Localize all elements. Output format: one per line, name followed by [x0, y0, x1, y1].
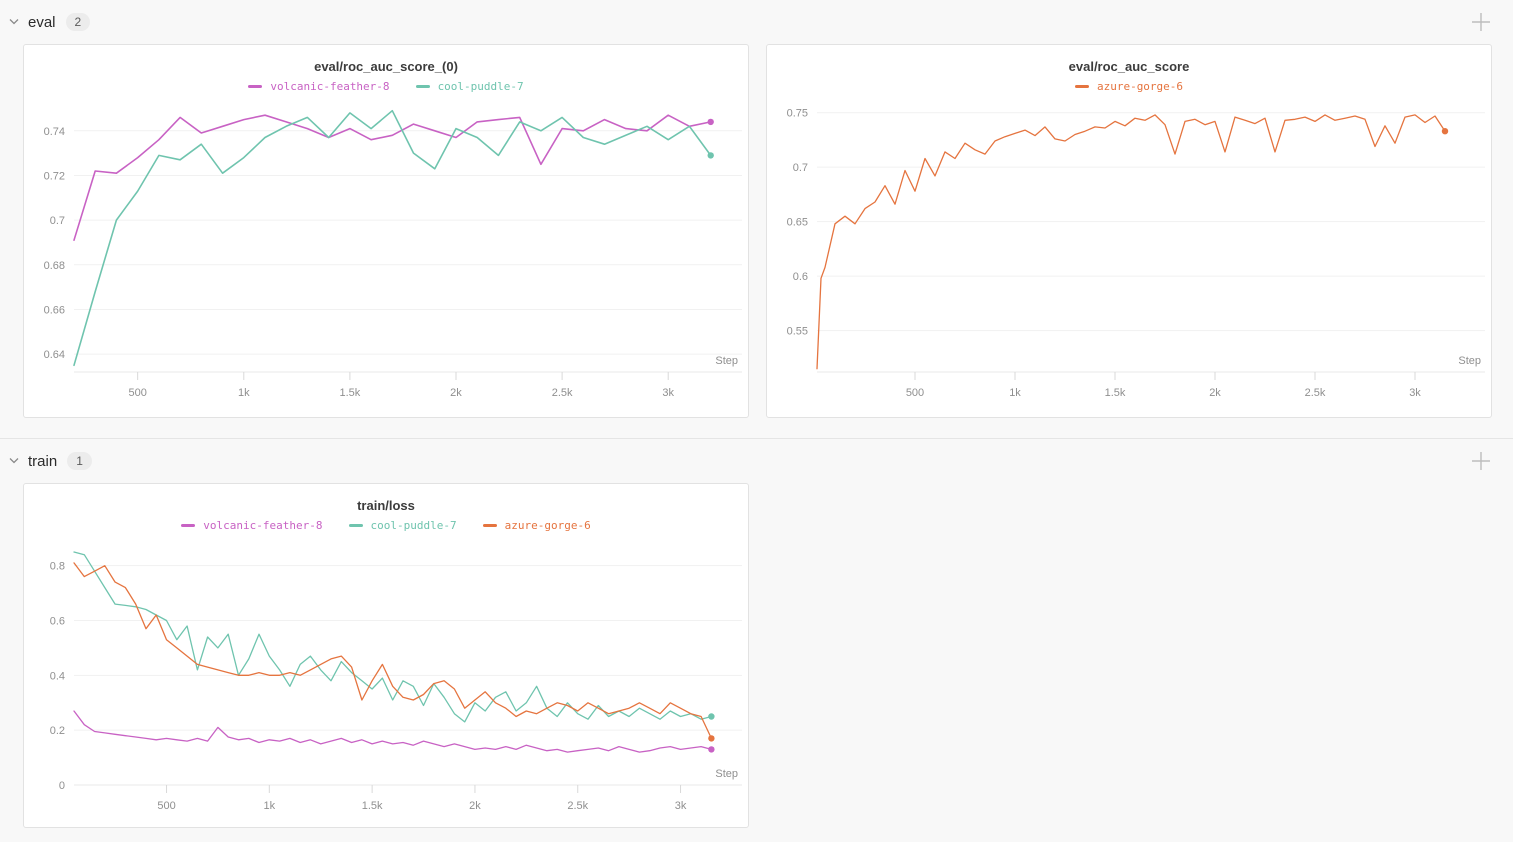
svg-text:0.68: 0.68: [44, 260, 65, 272]
chart-legend: volcanic-feather-8 cool-puddle-7: [24, 76, 748, 96]
svg-text:1k: 1k: [1009, 387, 1021, 399]
legend-item[interactable]: volcanic-feather-8: [181, 518, 323, 532]
svg-text:0.55: 0.55: [787, 326, 808, 338]
series-end-dot-azure-gorge-6: [1441, 128, 1449, 135]
chart-panel[interactable]: eval/roc_auc_score_(0) volcanic-feather-8…: [23, 44, 749, 418]
svg-text:2k: 2k: [450, 387, 462, 399]
section-title: train: [28, 452, 58, 470]
svg-text:0.66: 0.66: [44, 304, 65, 316]
legend-run-name: cool-puddle-7: [370, 518, 457, 532]
section-count-badge: 2: [65, 13, 91, 31]
svg-text:0.74: 0.74: [44, 126, 65, 138]
svg-text:0.7: 0.7: [793, 162, 808, 174]
series-end-dot-azure-gorge-6: [708, 735, 715, 742]
svg-text:500: 500: [906, 387, 924, 399]
chart-title: eval/roc_auc_score_(0): [314, 59, 458, 74]
x-axis-label: Step: [1458, 355, 1481, 367]
chart-title: train/loss: [357, 498, 415, 513]
legend-item[interactable]: volcanic-feather-8: [248, 79, 390, 93]
svg-text:0.8: 0.8: [50, 561, 65, 573]
x-axis-label: Step: [715, 768, 738, 780]
series-line-volcanic-feather-8: [73, 710, 713, 753]
svg-text:0.64: 0.64: [44, 349, 65, 361]
chart-canvas[interactable]: 0.55 0.6 0.65 0.7 0.75 500 1k 1.5k 2k 2.5k 3k Step: [767, 96, 1491, 412]
chart-title: eval/roc_auc_score: [1068, 59, 1190, 74]
plus-icon[interactable]: [1469, 10, 1493, 34]
series-line-azure-gorge-6: [73, 562, 713, 740]
svg-text:3k: 3k: [662, 387, 674, 399]
legend-run-name: volcanic-feather-8: [203, 518, 323, 532]
svg-text:500: 500: [157, 800, 175, 812]
legend-item[interactable]: cool-puddle-7: [415, 79, 524, 93]
section-eval: eval 2 eval/roc_auc_score_(0) volcanic-fe…: [0, 0, 1513, 438]
legend-run-name: cool-puddle-7: [437, 79, 524, 93]
chart-legend: volcanic-feather-8 cool-puddle-7 azure-gor…: [24, 515, 748, 535]
svg-text:0: 0: [59, 780, 65, 792]
legend-line-icon: [181, 523, 196, 527]
series-end-dot-volcanic-feather-8: [707, 118, 714, 126]
svg-text:0.7: 0.7: [50, 215, 65, 227]
series-line-volcanic-feather-8: [73, 114, 712, 241]
legend-line-icon: [348, 523, 363, 527]
svg-text:0.72: 0.72: [44, 170, 65, 182]
legend-item[interactable]: azure-gorge-6: [482, 518, 591, 532]
chart-canvas[interactable]: 0 0.2 0.4 0.6 0.8 500 1k 1.5k 2k 2.5k 3k Step: [24, 535, 748, 827]
chart-legend: azure-gorge-6: [767, 76, 1491, 96]
series-end-dot-volcanic-feather-8: [708, 746, 715, 753]
svg-text:0.4: 0.4: [50, 670, 65, 682]
legend-line-icon: [1074, 84, 1089, 88]
section-train-header: train 1: [0, 439, 1513, 479]
section-divider: [0, 438, 1513, 439]
svg-text:1k: 1k: [264, 800, 276, 812]
series-line-cool-puddle-7: [73, 551, 713, 723]
svg-text:0.6: 0.6: [793, 271, 808, 283]
svg-text:2.5k: 2.5k: [552, 387, 573, 399]
chart-canvas[interactable]: 0.64 0.66 0.68 0.7 0.72 0.74 500 1k 1.5k 2k 2.5k 3k…: [24, 96, 748, 412]
svg-text:2k: 2k: [1209, 387, 1221, 399]
svg-text:1k: 1k: [238, 387, 250, 399]
section-train: train 1 train/loss volcanic-feather-8 cool…: [0, 439, 1513, 842]
series-line-cool-puddle-7: [73, 109, 712, 367]
series-end-dot-cool-puddle-7: [708, 713, 715, 720]
svg-text:3k: 3k: [675, 800, 687, 812]
svg-text:1.5k: 1.5k: [362, 800, 383, 812]
chart-panel[interactable]: train/loss volcanic-feather-8 cool-puddle-…: [23, 483, 749, 828]
legend-item[interactable]: azure-gorge-6: [1074, 79, 1184, 93]
svg-text:500: 500: [128, 387, 146, 399]
svg-text:1.5k: 1.5k: [339, 387, 360, 399]
legend-line-icon: [482, 523, 497, 527]
svg-text:0.2: 0.2: [50, 725, 65, 737]
chevron-down-icon[interactable]: [8, 457, 20, 465]
series-line-azure-gorge-6: [816, 114, 1446, 370]
svg-text:2.5k: 2.5k: [1305, 387, 1326, 399]
legend-line-icon: [415, 84, 430, 88]
svg-text:0.6: 0.6: [50, 616, 65, 628]
legend-line-icon: [248, 84, 263, 88]
svg-text:0.75: 0.75: [787, 108, 808, 120]
section-title: eval: [28, 13, 56, 31]
svg-text:3k: 3k: [1409, 387, 1421, 399]
chevron-down-icon[interactable]: [8, 18, 20, 26]
legend-run-name: azure-gorge-6: [1096, 79, 1184, 93]
chart-panel[interactable]: eval/roc_auc_score azure-gorge-6 0.55 0.6 0.…: [766, 44, 1492, 418]
svg-text:0.65: 0.65: [787, 217, 808, 229]
svg-text:2.5k: 2.5k: [567, 800, 588, 812]
panels-row-eval: eval/roc_auc_score_(0) volcanic-feather-8…: [0, 40, 1513, 438]
plus-icon[interactable]: [1469, 449, 1493, 473]
panels-row-train: train/loss volcanic-feather-8 cool-puddle-…: [0, 479, 1513, 842]
section-count-badge: 1: [67, 452, 92, 470]
legend-run-name: azure-gorge-6: [504, 518, 591, 532]
legend-item[interactable]: cool-puddle-7: [348, 518, 457, 532]
section-eval-header: eval 2: [0, 0, 1513, 40]
legend-run-name: volcanic-feather-8: [270, 79, 390, 93]
x-axis-label: Step: [715, 355, 738, 367]
series-end-dot-cool-puddle-7: [707, 152, 714, 159]
svg-text:1.5k: 1.5k: [1105, 387, 1126, 399]
svg-text:2k: 2k: [469, 800, 481, 812]
